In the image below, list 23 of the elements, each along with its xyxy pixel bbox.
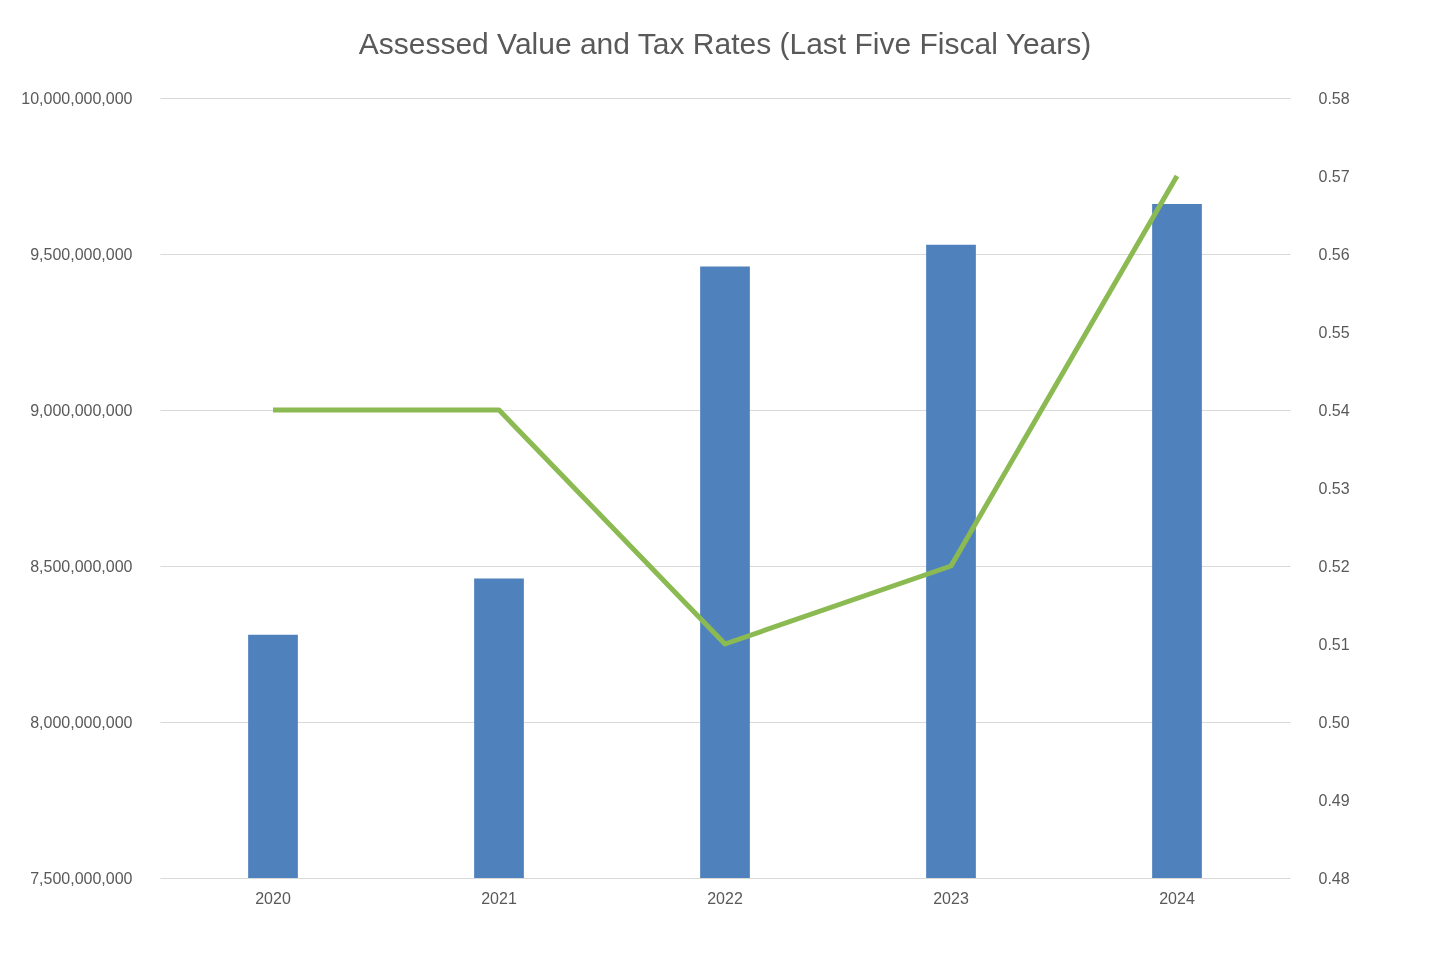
x-tick-label: 2023	[933, 889, 969, 907]
y-tick-label: 8,500,000,000	[30, 557, 133, 575]
y2-tick-label: 0.50	[1318, 713, 1350, 731]
y2-tick-label: 0.51	[1318, 635, 1350, 653]
y2-tick-label: 0.52	[1318, 557, 1350, 575]
y2-tick-label: 0.58	[1318, 89, 1350, 107]
y2-tick-label: 0.56	[1318, 245, 1350, 263]
chart-title: Assessed Value and Tax Rates (Last Five Fiscal Years)	[358, 27, 1092, 60]
y2-tick-label: 0.55	[1318, 323, 1350, 341]
y-tick-label: 9,000,000,000	[30, 401, 133, 419]
y-tick-label: 7,500,000,000	[30, 869, 133, 887]
y2-tick-label: 0.57	[1318, 167, 1350, 185]
y2-tick-label: 0.53	[1318, 479, 1350, 497]
y-tick-label: 10,000,000,000	[21, 89, 133, 107]
x-tick-label: 2024	[1159, 889, 1195, 907]
y-tick-label: 9,500,000,000	[30, 245, 133, 263]
x-tick-label: 2021	[481, 889, 517, 907]
x-tick-label: 2020	[255, 889, 291, 907]
x-tick-label: 2022	[707, 889, 743, 907]
y-tick-label: 8,000,000,000	[30, 713, 133, 731]
y2-tick-label: 0.54	[1318, 401, 1350, 419]
y2-tick-label: 0.48	[1318, 869, 1350, 887]
y2-tick-label: 0.49	[1318, 791, 1350, 809]
